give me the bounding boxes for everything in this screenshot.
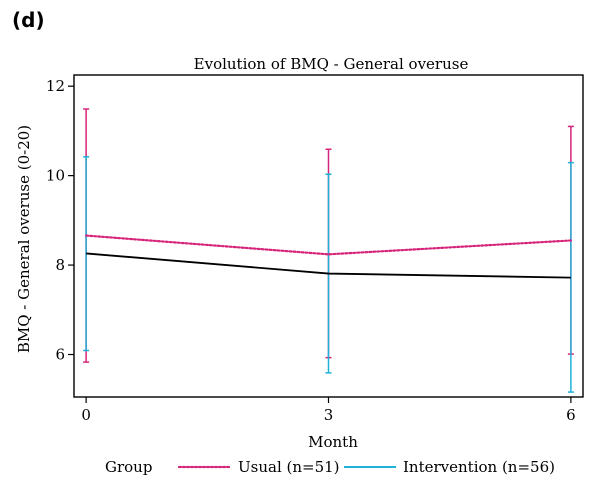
series-lines xyxy=(85,234,572,279)
legend-label-0: Usual (n=51) xyxy=(238,458,340,476)
error-bars xyxy=(83,108,574,393)
legend-label-1: Intervention (n=56) xyxy=(403,458,555,476)
legend: Group Usual (n=51) Intervention (n=56) xyxy=(105,458,555,476)
panel-label: (d) xyxy=(12,8,45,32)
legend-item-0: Usual (n=51) xyxy=(177,458,340,476)
legend-items: Usual (n=51) Intervention (n=56) xyxy=(177,458,555,476)
series-line-0 xyxy=(85,234,572,256)
x-tick-label: 0 xyxy=(81,406,91,424)
series-line-1 xyxy=(86,252,571,279)
y-tick-label: 6 xyxy=(55,346,65,364)
x-tick-label: 3 xyxy=(324,406,334,424)
legend-title: Group xyxy=(105,458,152,476)
y-tick-label: 12 xyxy=(46,77,65,95)
x-tick-label: 6 xyxy=(566,406,576,424)
y-axis: 6 8 10 12 xyxy=(46,77,74,364)
legend-item-1: Intervention (n=56) xyxy=(344,458,555,476)
x-axis: 0 3 6 xyxy=(81,397,576,424)
y-tick-label: 10 xyxy=(46,167,65,185)
y-tick-label: 8 xyxy=(55,256,65,274)
y-axis-label: BMQ - General overuse (0-20) xyxy=(15,125,33,353)
x-axis-label: Month xyxy=(308,433,358,451)
chart-title: Evolution of BMQ - General overuse xyxy=(194,55,469,73)
